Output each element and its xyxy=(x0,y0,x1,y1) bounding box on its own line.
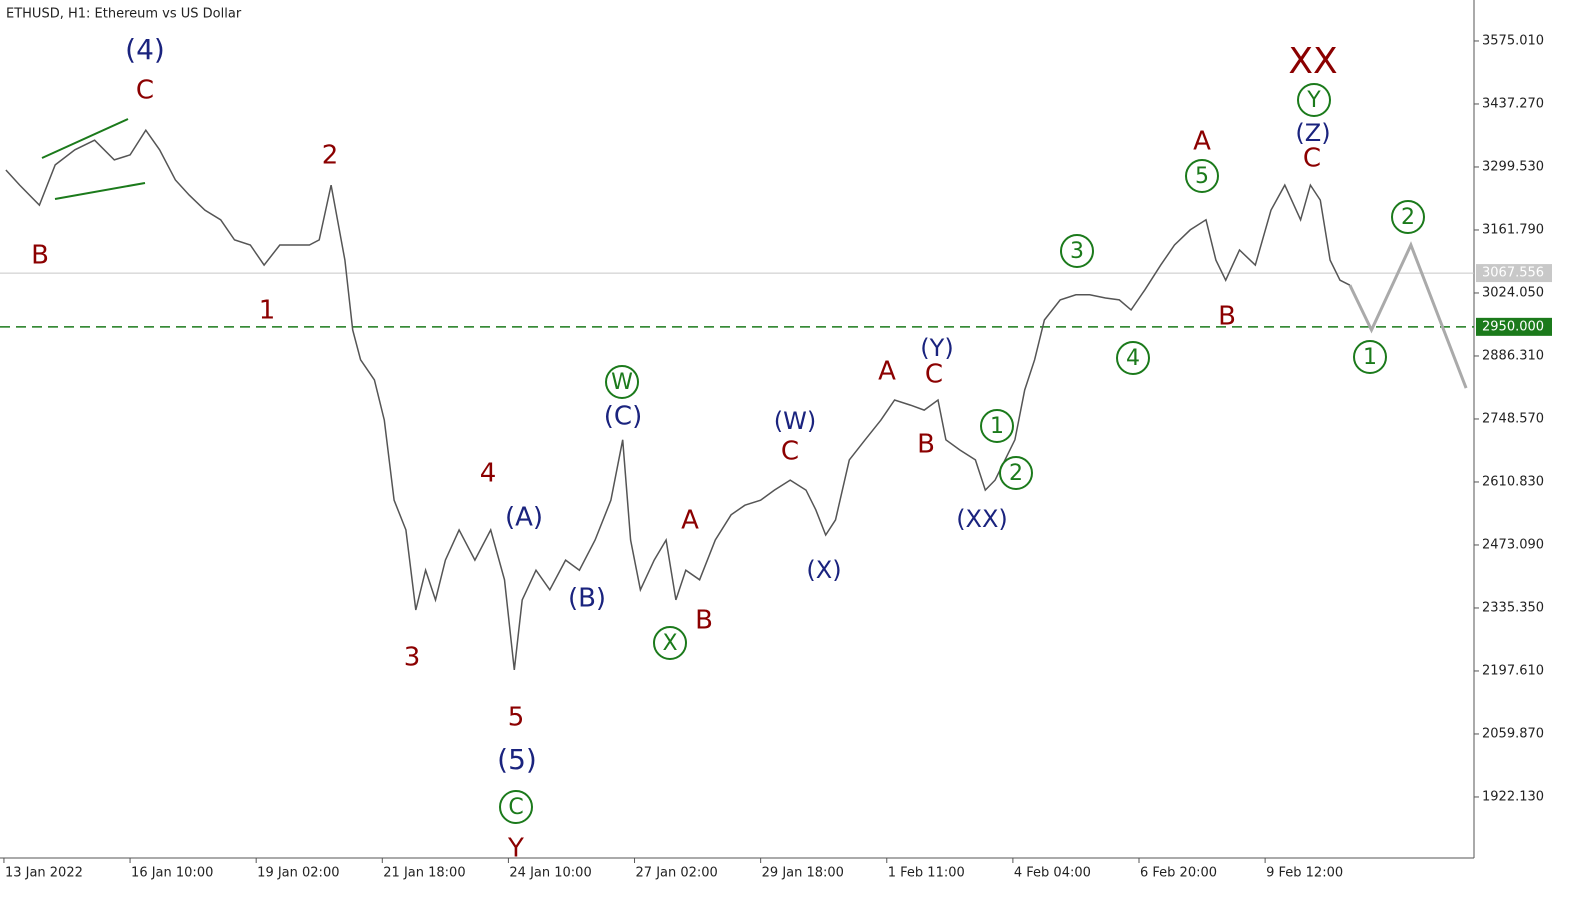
wave-circle xyxy=(1297,83,1331,117)
price-level-label: 3067.556 xyxy=(1482,266,1544,281)
wave-label: A xyxy=(681,506,699,536)
triangle-line xyxy=(54,182,146,200)
x-tick-label: 29 Jan 18:00 xyxy=(762,866,844,881)
wave-label: B xyxy=(1218,302,1236,332)
wave-label: B xyxy=(31,241,49,271)
wave-circle xyxy=(1353,340,1387,374)
wave-label: 3 xyxy=(404,643,421,673)
x-tick-label: 21 Jan 18:00 xyxy=(383,866,465,881)
x-tick-label: 13 Jan 2022 xyxy=(5,866,83,881)
wave-label: (Z) xyxy=(1295,119,1330,147)
wave-label: Y xyxy=(1306,88,1321,113)
wave-label: 3 xyxy=(1070,239,1084,264)
triangle-line xyxy=(41,118,129,159)
y-tick-label: 2059.870 xyxy=(1482,726,1544,741)
wave-label: C xyxy=(1303,144,1321,174)
wave-label: (W) xyxy=(774,407,816,435)
x-tick-label: 4 Feb 04:00 xyxy=(1014,866,1091,881)
price-level-box xyxy=(1476,264,1552,283)
x-tick-label: 19 Jan 02:00 xyxy=(257,866,339,881)
wave-circle xyxy=(1116,341,1150,375)
wave-label: 4 xyxy=(480,459,497,489)
x-tick-label: 24 Jan 10:00 xyxy=(509,866,591,881)
wave-label: Y xyxy=(507,834,524,864)
x-tick-label: 9 Feb 12:00 xyxy=(1266,866,1343,881)
y-tick-label: 3299.530 xyxy=(1482,159,1544,174)
wave-label: W xyxy=(611,370,633,395)
wave-label: 1 xyxy=(259,296,276,326)
wave-label: (4) xyxy=(125,33,165,66)
wave-label: 5 xyxy=(1195,164,1209,189)
x-tick-label: 27 Jan 02:00 xyxy=(636,866,718,881)
wave-label: B xyxy=(917,430,935,460)
wave-label: (C) xyxy=(604,402,642,432)
wave-label: C xyxy=(925,360,943,390)
wave-label: 2 xyxy=(322,141,339,171)
y-tick-label: 3024.050 xyxy=(1482,285,1544,300)
wave-label: 2 xyxy=(1009,461,1023,486)
wave-circle xyxy=(999,456,1033,490)
y-tick-label: 2197.610 xyxy=(1482,663,1544,678)
wave-circle xyxy=(499,790,533,824)
forecast-line xyxy=(1348,241,1468,389)
wave-label: C xyxy=(136,76,154,106)
wave-label: (A) xyxy=(505,503,543,533)
wave-label: B xyxy=(695,606,713,636)
wave-label: 5 xyxy=(508,703,525,733)
wave-label: A xyxy=(1193,127,1211,157)
y-tick-label: 2335.350 xyxy=(1482,600,1544,615)
price-level-box xyxy=(1476,317,1552,336)
price-level-label: 2950.000 xyxy=(1482,319,1544,334)
y-tick-label: 3161.790 xyxy=(1482,222,1544,237)
price-line xyxy=(5,128,1351,670)
y-tick-label: 2748.570 xyxy=(1482,411,1544,426)
y-tick-label: 2473.090 xyxy=(1482,537,1544,552)
wave-label: XX xyxy=(1288,41,1337,82)
y-tick-label: 1922.130 xyxy=(1482,789,1544,804)
wave-label: 1 xyxy=(990,414,1004,439)
wave-label: 1 xyxy=(1363,345,1377,370)
wave-circle xyxy=(1185,159,1219,193)
x-tick-label: 16 Jan 10:00 xyxy=(131,866,213,881)
wave-label: (5) xyxy=(497,743,537,776)
x-tick-label: 6 Feb 20:00 xyxy=(1140,866,1217,881)
y-tick-label: 3437.270 xyxy=(1482,96,1544,111)
wave-label: (XX) xyxy=(956,505,1008,533)
wave-label: X xyxy=(662,631,677,656)
chart-title: ETHUSD, H1: Ethereum vs US Dollar xyxy=(6,7,242,22)
wave-label: 4 xyxy=(1126,346,1140,371)
wave-label: A xyxy=(878,357,896,387)
wave-circle xyxy=(980,409,1014,443)
wave-label: (B) xyxy=(568,584,606,614)
wave-label: C xyxy=(781,437,799,467)
y-tick-label: 3575.010 xyxy=(1482,33,1544,48)
x-tick-label: 1 Feb 11:00 xyxy=(888,866,965,881)
wave-label: 2 xyxy=(1401,205,1415,230)
wave-circle xyxy=(1391,200,1425,234)
y-tick-label: 2610.830 xyxy=(1482,474,1544,489)
wave-circle xyxy=(1060,234,1094,268)
y-tick-label: 2886.310 xyxy=(1482,348,1544,363)
wave-label: (X) xyxy=(806,556,841,584)
wave-circle xyxy=(653,626,687,660)
wave-label: (Y) xyxy=(920,334,953,362)
wave-circle xyxy=(605,365,639,399)
wave-label: C xyxy=(508,795,523,820)
